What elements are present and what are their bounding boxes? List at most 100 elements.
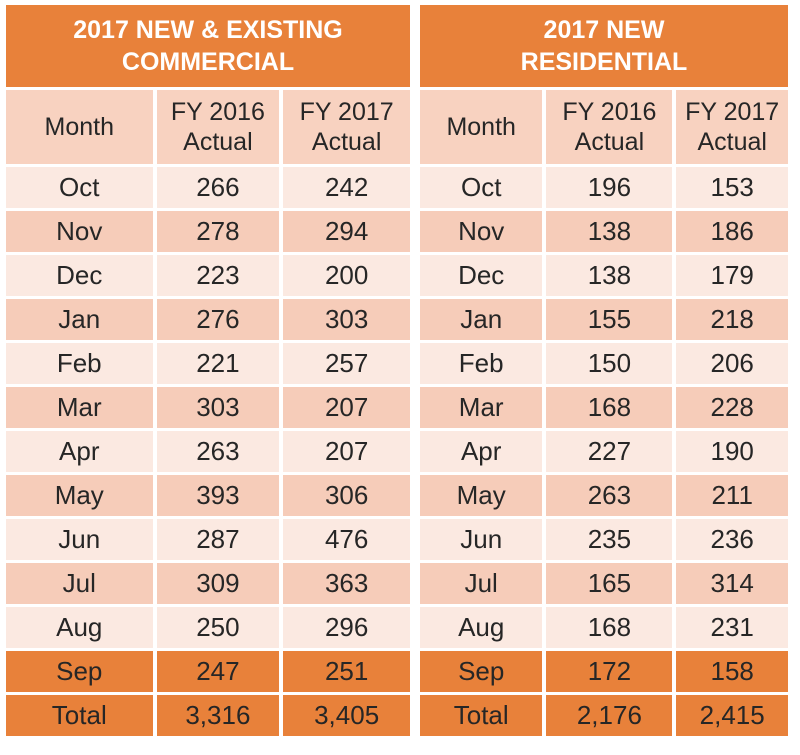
table-title-line1: 2017 NEW xyxy=(543,15,665,44)
month-cell: Apr xyxy=(6,431,153,472)
month-cell: Oct xyxy=(420,167,543,208)
residential-table: 2017 NEW RESIDENTIAL Month FY 2016 Actua… xyxy=(416,2,792,739)
month-column-header: Month xyxy=(6,90,153,164)
month-cell: Jul xyxy=(420,563,543,604)
fy2016-value-cell: 138 xyxy=(546,255,673,296)
table-title-line1: 2017 NEW & EXISTING xyxy=(73,15,343,44)
fy2017-value-cell: 242 xyxy=(283,167,410,208)
commercial-table: 2017 NEW & EXISTING COMMERCIAL Month FY … xyxy=(2,2,414,739)
fy2016-value-cell: 247 xyxy=(156,651,280,692)
fy2016-value-cell: 287 xyxy=(156,519,280,560)
table-row: Aug 168 231 xyxy=(420,607,788,648)
table-row: Mar 303 207 xyxy=(6,387,410,428)
fy2016-header-line2: Actual xyxy=(183,128,253,156)
table-row: Apr 263 207 xyxy=(6,431,410,472)
month-cell: Total xyxy=(6,695,153,736)
fy2016-header-line2: Actual xyxy=(574,128,645,156)
month-cell: Apr xyxy=(420,431,543,472)
fy2016-value-cell: 303 xyxy=(156,387,280,428)
fy2017-value-cell: 218 xyxy=(676,299,788,340)
fy2017-value-cell: 236 xyxy=(676,519,788,560)
fy2017-value-cell: 303 xyxy=(283,299,410,340)
tables-container: 2017 NEW & EXISTING COMMERCIAL Month FY … xyxy=(2,2,792,739)
fy2016-value-cell: 309 xyxy=(156,563,280,604)
month-cell: Nov xyxy=(420,211,543,252)
fy2016-value-cell: 263 xyxy=(546,475,673,516)
column-header-row: Month FY 2016 Actual FY 2017 Actual xyxy=(420,90,788,164)
fy2016-value-cell: 393 xyxy=(156,475,280,516)
fy2017-value-cell: 200 xyxy=(283,255,410,296)
table-row: Jun 287 476 xyxy=(6,519,410,560)
table-row: Feb 221 257 xyxy=(6,343,410,384)
month-cell: Feb xyxy=(6,343,153,384)
month-cell: Sep xyxy=(420,651,543,692)
fy2016-value-cell: 250 xyxy=(156,607,280,648)
fy2016-value-cell: 263 xyxy=(156,431,280,472)
table-row: Oct 266 242 xyxy=(6,167,410,208)
table-row: Aug 250 296 xyxy=(6,607,410,648)
fy2016-value-cell: 227 xyxy=(546,431,673,472)
table-row: Jun 235 236 xyxy=(420,519,788,560)
fy2016-column-header: FY 2016 Actual xyxy=(156,90,280,164)
fy2017-column-header: FY 2017 Actual xyxy=(676,90,788,164)
total-row: Total 2,176 2,415 xyxy=(420,695,788,736)
fy2017-value-cell: 211 xyxy=(676,475,788,516)
table-row: Jan 155 218 xyxy=(420,299,788,340)
table-row: Dec 138 179 xyxy=(420,255,788,296)
fy2016-value-cell: 172 xyxy=(546,651,673,692)
month-cell: Jun xyxy=(420,519,543,560)
fy2017-value-cell: 207 xyxy=(283,431,410,472)
month-cell: Sep xyxy=(6,651,153,692)
table-body-0: Oct 266 242 Nov 278 294 Dec 223 200 Jan 276 303 Feb 2… xyxy=(6,167,410,736)
fy2016-value-cell: 150 xyxy=(546,343,673,384)
table-row: Oct 196 153 xyxy=(420,167,788,208)
table-row: Sep 172 158 xyxy=(420,651,788,692)
month-cell: Jan xyxy=(6,299,153,340)
fy2016-value-cell: 155 xyxy=(546,299,673,340)
fy2017-value-cell: 476 xyxy=(283,519,410,560)
table-row: Jul 165 314 xyxy=(420,563,788,604)
fy2017-value-cell: 153 xyxy=(676,167,788,208)
fy2017-value-cell: 363 xyxy=(283,563,410,604)
total-row: Total 3,316 3,405 xyxy=(6,695,410,736)
table-title: 2017 NEW RESIDENTIAL xyxy=(420,5,788,87)
fy2017-value-cell: 257 xyxy=(283,343,410,384)
table-row: Nov 278 294 xyxy=(6,211,410,252)
table-title: 2017 NEW & EXISTING COMMERCIAL xyxy=(6,5,410,87)
fy2017-value-cell: 306 xyxy=(283,475,410,516)
month-cell: Jul xyxy=(6,563,153,604)
month-cell: Oct xyxy=(6,167,153,208)
fy2017-value-cell: 179 xyxy=(676,255,788,296)
table-body-1: Oct 196 153 Nov 138 186 Dec 138 179 Jan 155 218 Feb 1… xyxy=(420,167,788,736)
fy2016-value-cell: 221 xyxy=(156,343,280,384)
fy2016-value-cell: 2,176 xyxy=(546,695,673,736)
fy2016-value-cell: 168 xyxy=(546,607,673,648)
fy2016-value-cell: 276 xyxy=(156,299,280,340)
fy2016-value-cell: 266 xyxy=(156,167,280,208)
month-cell: Mar xyxy=(6,387,153,428)
month-cell: Aug xyxy=(420,607,543,648)
fy2017-header-line2: Actual xyxy=(311,128,382,156)
month-cell: Feb xyxy=(420,343,543,384)
month-cell: Aug xyxy=(6,607,153,648)
fy2017-header-line1: FY 2017 xyxy=(685,98,780,126)
table-title-row: 2017 NEW RESIDENTIAL xyxy=(420,5,788,87)
fy2016-value-cell: 165 xyxy=(546,563,673,604)
fy2017-value-cell: 158 xyxy=(676,651,788,692)
month-cell: Dec xyxy=(6,255,153,296)
column-header-row: Month FY 2016 Actual FY 2017 Actual xyxy=(6,90,410,164)
table-row: Feb 150 206 xyxy=(420,343,788,384)
month-column-header: Month xyxy=(420,90,543,164)
fy2016-value-cell: 223 xyxy=(156,255,280,296)
fy2017-value-cell: 231 xyxy=(676,607,788,648)
fy2016-value-cell: 168 xyxy=(546,387,673,428)
fy2017-value-cell: 251 xyxy=(283,651,410,692)
fy2017-value-cell: 296 xyxy=(283,607,410,648)
table-row: Sep 247 251 xyxy=(6,651,410,692)
month-cell: Dec xyxy=(420,255,543,296)
month-cell: May xyxy=(420,475,543,516)
table-row: May 263 211 xyxy=(420,475,788,516)
fy2016-value-cell: 138 xyxy=(546,211,673,252)
fy2017-value-cell: 190 xyxy=(676,431,788,472)
table-title-line2: COMMERCIAL xyxy=(121,48,295,76)
